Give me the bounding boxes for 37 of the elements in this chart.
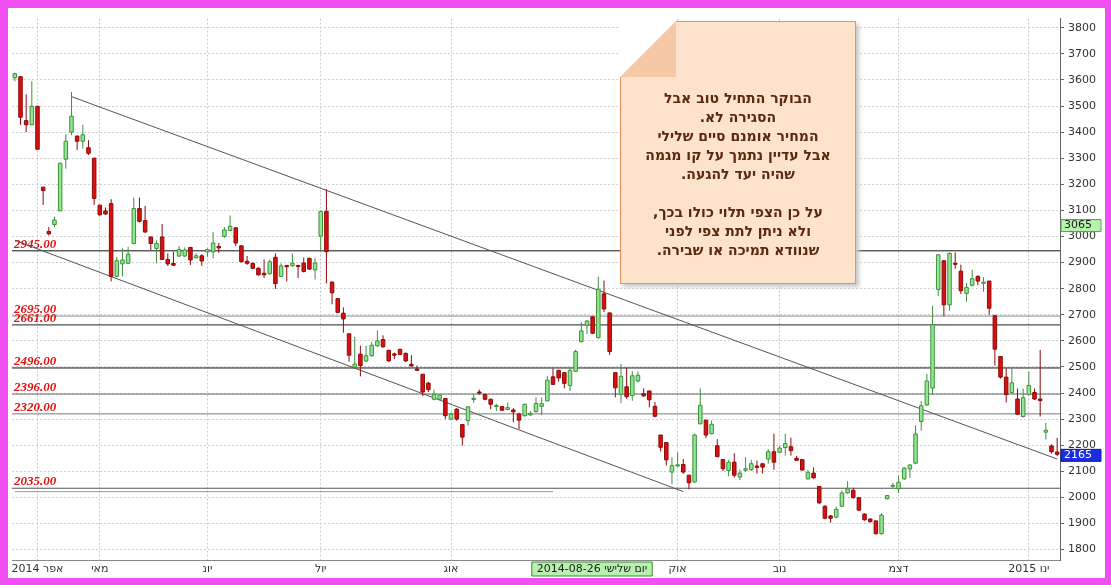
x-tick-label: נוב (772, 562, 787, 576)
y-tick-label: 3600 (1068, 72, 1096, 86)
x-tick-label: אוג (443, 562, 459, 576)
y-tick-label: 2900 (1068, 255, 1096, 269)
y-tick-label: 3700 (1068, 46, 1096, 60)
y-tick-label: 1800 (1068, 542, 1096, 556)
y-tick-label: 2700 (1068, 307, 1096, 321)
x-tick-label: אוק (668, 562, 687, 576)
y-tick-label: 2600 (1068, 333, 1096, 347)
y-tick-label: 2500 (1068, 359, 1096, 373)
y-tick-label: 3500 (1068, 98, 1096, 112)
ref-line-label: 2496.00 (13, 352, 57, 368)
text: יום שלישי 2014-08-26 (536, 561, 648, 575)
y-tick-label: 2100 (1068, 464, 1096, 478)
y-tick-label: 3800 (1068, 20, 1096, 34)
y-tick-label: 3200 (1068, 177, 1096, 191)
y-tick-label: 3100 (1068, 203, 1096, 217)
y-tick-label: 2000 (1068, 490, 1096, 504)
x-tick-label: יונ (202, 562, 213, 576)
ref-line-label: 2396.00 (13, 379, 57, 395)
text: 3065 (1064, 218, 1092, 232)
x-tick-label: ינו 2015 (1008, 562, 1050, 576)
x-tick-label: אפר 2014 (11, 562, 64, 576)
text: הבוקר התחיל טוב אבל הסגירה לא. המחיר אומנם סיים שלילי אבל עדיין נתמך על קו מגמה שהיה יעד להגעה. על כן הצפי תלוי כולו בכך, ולא ניתן לתת צפי לפני שנוודא תמיכה או שבירה. (645, 89, 831, 258)
x-tick-label: מאי (91, 562, 109, 576)
y-tick-label: 3000 (1068, 229, 1096, 243)
x-tick-label: דצמ (888, 562, 909, 576)
y-tick-label: 2400 (1068, 385, 1096, 399)
y-tick-label: 3300 (1068, 151, 1096, 165)
y-tick-label: 3400 (1068, 124, 1096, 138)
y-tick-label: 2300 (1068, 411, 1096, 425)
x-tick-label: יול (314, 562, 327, 576)
ref-line-label: 2035.00 (13, 473, 57, 489)
y-tick-label: 1900 (1068, 516, 1096, 530)
text: 2165 (1064, 448, 1092, 462)
ref-line-label: 2320.00 (13, 398, 57, 414)
y-tick-label: 2800 (1068, 281, 1096, 295)
